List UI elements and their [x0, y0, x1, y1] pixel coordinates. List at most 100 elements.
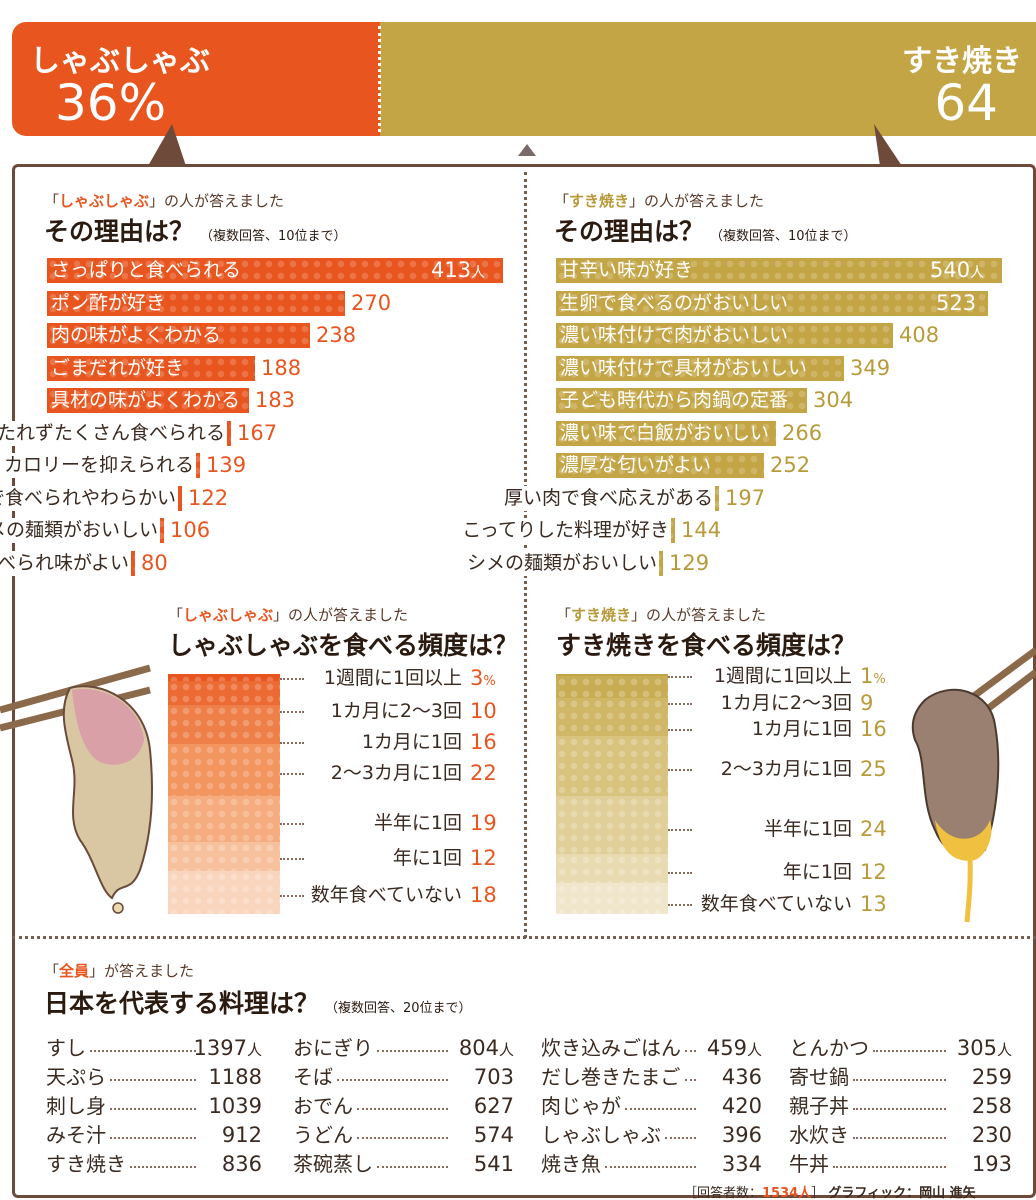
dish-leader — [853, 1137, 946, 1139]
dish-leader — [625, 1108, 696, 1110]
suki-header-title: すき焼き — [902, 44, 1022, 79]
reason-bar — [556, 356, 844, 381]
dish-name: おでん — [293, 1094, 353, 1118]
dish-name: 茶碗蒸し — [293, 1152, 373, 1176]
reason-label: 濃い味付けで肉がおいしい — [560, 324, 789, 346]
dish-name: すし — [46, 1036, 86, 1060]
reason-value: 349 — [850, 356, 891, 380]
freq-segment — [556, 698, 668, 737]
dish-leader — [685, 1079, 696, 1081]
suki-freq-kicker: 「すき焼き」の人が答えました — [556, 606, 767, 624]
dish-name: 牛丼 — [789, 1152, 829, 1176]
shabu-freq-kicker: 「しゃぶしゃぶ」の人が答えました — [168, 606, 409, 624]
dish-value: 230 — [971, 1123, 1012, 1147]
reason-bar — [556, 421, 776, 446]
dish-name: 水炊き — [789, 1123, 849, 1147]
dish-leader — [110, 1108, 196, 1110]
freq-segment — [556, 882, 668, 914]
reason-label: 肉の味がよくわかる — [51, 324, 222, 346]
dish-value: 703 — [473, 1065, 514, 1089]
dish-name: しゃぶしゃぶ — [541, 1123, 661, 1147]
dish-leader — [853, 1108, 946, 1110]
suki-pointer — [874, 124, 902, 166]
reason-bar — [556, 323, 893, 348]
dish-value: 912 — [221, 1123, 262, 1147]
dish-leader — [833, 1166, 946, 1168]
freq-leader — [280, 678, 304, 680]
freq-leader — [668, 829, 692, 831]
freq-leader — [668, 703, 692, 705]
dish-leader — [110, 1079, 196, 1081]
reason-bar — [47, 388, 249, 413]
freq-leader — [668, 872, 692, 874]
dish-name: とんかつ — [789, 1036, 869, 1060]
reason-label: ごまだれが好き — [51, 357, 185, 379]
dish-value: 1039 — [208, 1094, 262, 1118]
dish-value: 259 — [971, 1065, 1012, 1089]
freq-segment — [168, 674, 280, 682]
reason-value: 144 — [679, 518, 722, 543]
freq-segment — [556, 674, 668, 677]
dish-leader — [357, 1108, 448, 1110]
dish-name: すき焼き — [46, 1152, 126, 1176]
dish-leader — [357, 1137, 448, 1139]
dish-value: 436 — [721, 1065, 762, 1089]
freq-leader — [280, 742, 304, 744]
footer: ［回答者数：1534人］ グラフィック：岡山 進矢 — [684, 1186, 976, 1200]
freq-value: 25 — [860, 757, 887, 781]
dish-value: 305人 — [956, 1036, 1012, 1060]
freq-segment — [168, 705, 280, 744]
reason-bar — [556, 258, 1002, 283]
section-divider — [12, 936, 1036, 939]
freq-value: 10 — [470, 699, 497, 723]
reason-value: 80 — [139, 551, 168, 576]
reason-value: 129 — [667, 551, 710, 576]
dish-name: 寄せ鍋 — [789, 1065, 849, 1089]
dish-leader — [605, 1166, 696, 1168]
freq-segment — [168, 870, 280, 914]
freq-segment — [168, 743, 280, 797]
freq-value: 22 — [470, 761, 497, 785]
dish-leader — [685, 1050, 696, 1052]
freq-label: 数年食べていない — [310, 884, 462, 906]
freq-label: 2～3カ月に1回 — [330, 762, 462, 784]
dish-name: 肉じゃが — [541, 1094, 621, 1118]
dishes-kicker: 「全員」が答えました — [44, 962, 195, 980]
freq-value: 3% — [470, 666, 496, 690]
reason-value: 523 — [936, 291, 977, 315]
freq-label: 1カ月に1回 — [751, 718, 852, 740]
freq-value: 16 — [860, 717, 887, 741]
dish-value: 574 — [473, 1123, 514, 1147]
dish-value: 836 — [221, 1152, 262, 1176]
reason-value: 238 — [316, 323, 357, 347]
freq-label: 半年に1回 — [763, 818, 852, 840]
reason-bar — [47, 258, 503, 283]
dish-leader — [110, 1137, 196, 1139]
reason-value: 413人 — [431, 258, 486, 282]
reason-value: 197 — [723, 486, 766, 511]
dishes-title: 日本を代表する料理は？ （複数回答、20位まで） — [44, 989, 472, 1018]
freq-segment — [168, 796, 280, 842]
dish-leader — [377, 1050, 448, 1052]
header-divider — [378, 26, 381, 132]
header-pointers — [148, 124, 902, 166]
reason-value: 252 — [770, 453, 811, 477]
reason-value: 139 — [204, 453, 247, 478]
freq-label: 1週間に1回以上 — [713, 665, 852, 687]
reason-bar — [556, 453, 764, 478]
dish-name: うどん — [293, 1123, 353, 1147]
reason-label: 具材の味がよくわかる — [51, 389, 241, 411]
reason-label: 濃い味付けで具材がおいしい — [560, 357, 808, 379]
reason-label: 厚い肉で食べ応えがある — [501, 486, 715, 511]
freq-value: 12 — [470, 846, 497, 870]
freq-value: 19 — [470, 811, 497, 835]
freq-segment — [168, 681, 280, 706]
reason-label: 濃い味で白飯がおいしい — [560, 422, 770, 444]
reason-value: 122 — [186, 486, 229, 511]
reason-value: 540人 — [930, 258, 985, 282]
freq-label: 2～3カ月に1回 — [720, 758, 852, 780]
reason-label: ポン酢が好き — [51, 292, 166, 314]
reason-value: 304 — [813, 388, 854, 412]
reason-value: 183 — [255, 388, 296, 412]
